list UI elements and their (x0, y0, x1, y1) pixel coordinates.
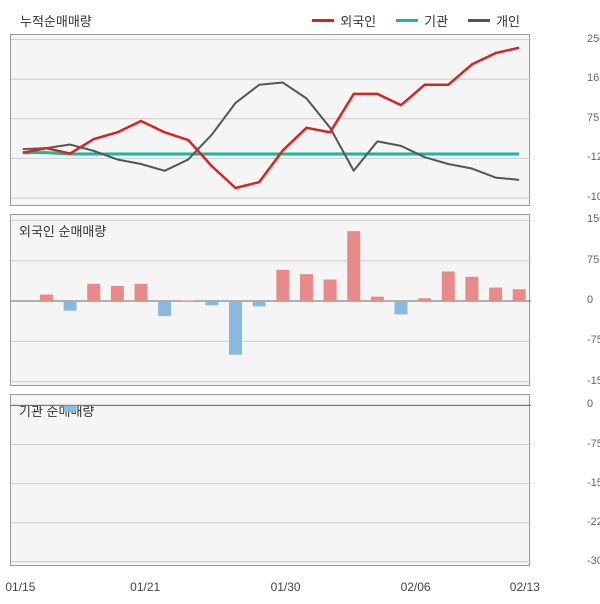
legend-swatch (396, 19, 418, 22)
chart-container: 누적순매매량 외국인 기관 개인 250,000162,50075,000-12… (0, 0, 600, 604)
panel-foreign: 외국인 순매매량150,00075,0000-75,000-150,000 (10, 214, 530, 386)
bar (111, 286, 124, 301)
bar (324, 280, 337, 302)
x-tick-label: 01/30 (271, 580, 301, 594)
y-tick-label: -100,000 (587, 191, 600, 203)
legend-label: 기관 (424, 11, 448, 30)
legend-label: 개인 (496, 11, 520, 30)
bar (253, 301, 266, 306)
y-tick-label: 0 (587, 398, 593, 410)
y-tick-label: 250,000 (587, 33, 600, 45)
y-tick-label: 162,500 (587, 72, 600, 84)
y-tick-label: -75,000 (587, 334, 600, 346)
panel-cumulative: 250,000162,50075,000-12,500-100,000 (10, 34, 530, 206)
bar (371, 297, 384, 301)
bar (87, 284, 100, 301)
y-tick-label: 150,000 (587, 213, 600, 225)
panel-svg (11, 215, 531, 387)
y-tick-label: -150,000 (587, 375, 600, 387)
y-tick-label: -300,000 (587, 555, 600, 567)
bar (205, 301, 218, 305)
x-tick-label: 01/21 (130, 580, 160, 594)
x-tick-label: 02/06 (401, 580, 431, 594)
bar (64, 301, 77, 311)
legend-item-institution: 기관 (396, 11, 448, 30)
bar (40, 295, 53, 301)
bar (442, 271, 455, 301)
bar (64, 405, 77, 412)
bar (347, 231, 360, 301)
legend-item-foreign: 외국인 (312, 11, 376, 30)
bar (276, 270, 289, 301)
panel-institution: 기관 순매매량0-75,000-150,000-225,000-300,000 (10, 394, 530, 566)
panel-svg (11, 35, 531, 207)
legend-swatch (468, 19, 490, 22)
x-tick-label: 01/15 (5, 580, 35, 594)
legend: 누적순매매량 외국인 기관 개인 (0, 10, 600, 30)
bar (182, 300, 195, 301)
bar (418, 298, 431, 301)
x-axis: 01/1501/2101/3002/0602/13 (10, 580, 530, 596)
legend-label: 외국인 (340, 11, 376, 30)
bar (158, 301, 171, 316)
bar (135, 284, 148, 301)
bar (513, 289, 526, 301)
y-tick-label: 0 (587, 294, 593, 306)
legend-items: 외국인 기관 개인 (312, 11, 520, 30)
y-tick-label: 75,000 (587, 254, 600, 266)
x-tick-label: 02/13 (510, 580, 540, 594)
bar (395, 301, 408, 314)
legend-title: 누적순매매량 (20, 11, 92, 30)
y-tick-label: -12,500 (587, 151, 600, 163)
bar (489, 288, 502, 301)
bar (465, 277, 478, 301)
y-tick-label: 75,000 (587, 112, 600, 124)
panel-svg (11, 395, 531, 567)
legend-item-individual: 개인 (468, 11, 520, 30)
legend-swatch (312, 19, 334, 22)
y-tick-label: -150,000 (587, 477, 600, 489)
y-tick-label: -75,000 (587, 438, 600, 450)
bar (300, 274, 313, 301)
bar (229, 301, 242, 355)
y-tick-label: -225,000 (587, 516, 600, 528)
line-series-외국인 (23, 48, 519, 188)
